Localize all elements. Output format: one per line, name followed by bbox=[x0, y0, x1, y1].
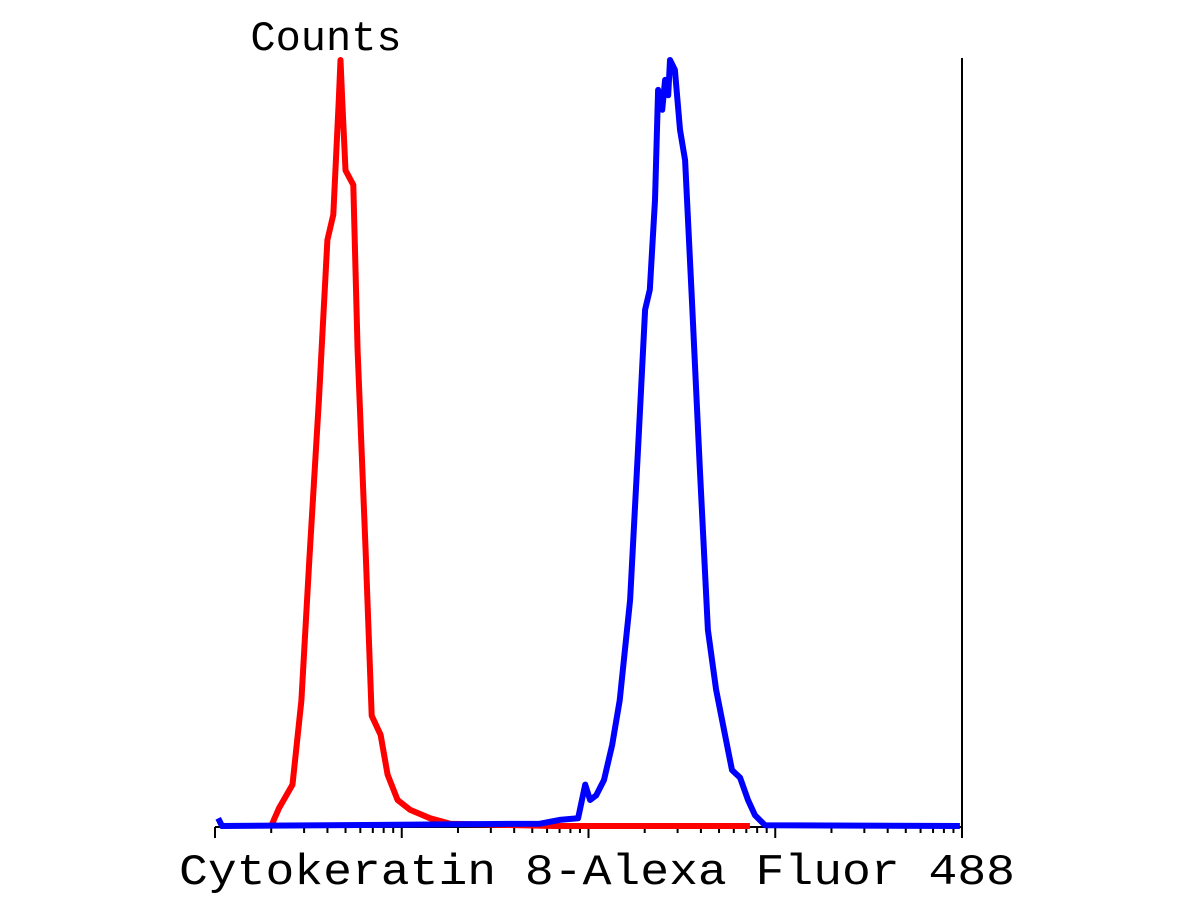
blue-histogram-line bbox=[215, 57, 960, 829]
y-axis-label: Counts bbox=[250, 15, 401, 63]
series-group bbox=[215, 57, 960, 829]
axes bbox=[214, 58, 963, 838]
x-axis-label: Cytokeratin 8-Alexa Fluor 488 bbox=[179, 848, 1015, 898]
red-histogram-line bbox=[268, 57, 750, 829]
